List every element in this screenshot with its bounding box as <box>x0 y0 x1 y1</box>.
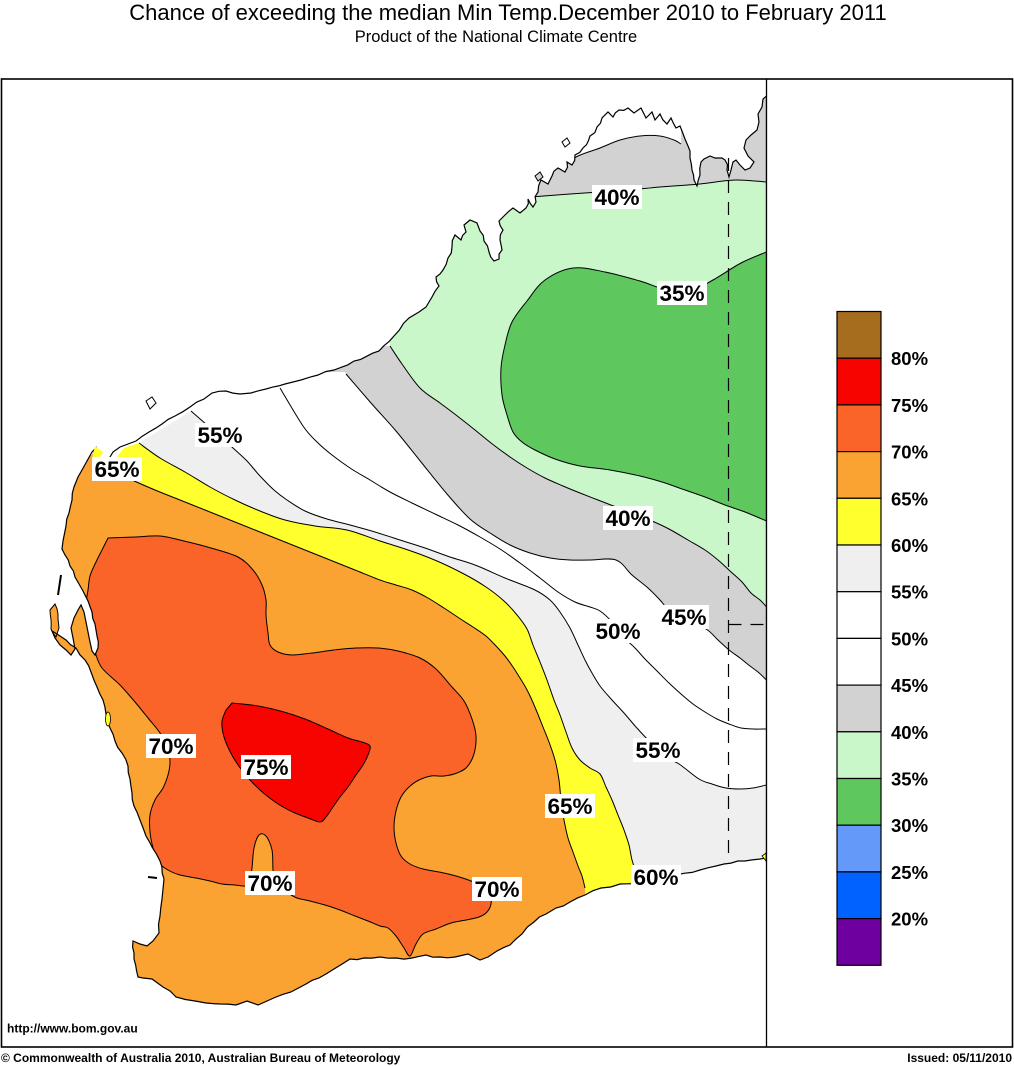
svg-text:Chance of exceeding the median: Chance of exceeding the median Min Temp.… <box>129 0 886 25</box>
svg-text:© Commonwealth of Australia 20: © Commonwealth of Australia 2010, Austra… <box>1 1051 401 1065</box>
svg-text:Issued: 05/11/2010: Issued: 05/11/2010 <box>907 1051 1012 1065</box>
svg-text:75%: 75% <box>243 755 288 780</box>
svg-text:40%: 40% <box>594 185 639 210</box>
svg-text:35%: 35% <box>891 769 928 790</box>
svg-text:65%: 65% <box>891 488 928 509</box>
svg-text:35%: 35% <box>659 281 704 306</box>
svg-text:60%: 60% <box>891 535 928 556</box>
svg-text:45%: 45% <box>661 605 706 630</box>
svg-text:20%: 20% <box>891 909 928 930</box>
svg-text:70%: 70% <box>148 734 193 759</box>
svg-text:50%: 50% <box>595 619 640 644</box>
svg-text:http://www.bom.gov.au: http://www.bom.gov.au <box>7 1022 138 1036</box>
svg-text:70%: 70% <box>891 442 928 463</box>
svg-text:Product of the National Climat: Product of the National Climate Centre <box>355 28 637 46</box>
svg-text:50%: 50% <box>891 628 928 649</box>
svg-text:30%: 30% <box>891 815 928 836</box>
svg-text:65%: 65% <box>547 794 592 819</box>
svg-text:55%: 55% <box>635 738 680 763</box>
svg-text:80%: 80% <box>891 348 928 369</box>
svg-text:75%: 75% <box>891 395 928 416</box>
svg-text:55%: 55% <box>891 582 928 603</box>
svg-text:40%: 40% <box>891 722 928 743</box>
svg-text:45%: 45% <box>891 675 928 696</box>
svg-text:40%: 40% <box>605 506 650 531</box>
svg-text:25%: 25% <box>891 862 928 883</box>
svg-text:55%: 55% <box>197 423 242 448</box>
svg-text:70%: 70% <box>247 871 292 896</box>
svg-text:60%: 60% <box>633 865 678 890</box>
svg-text:65%: 65% <box>94 457 139 482</box>
svg-text:70%: 70% <box>474 877 519 902</box>
